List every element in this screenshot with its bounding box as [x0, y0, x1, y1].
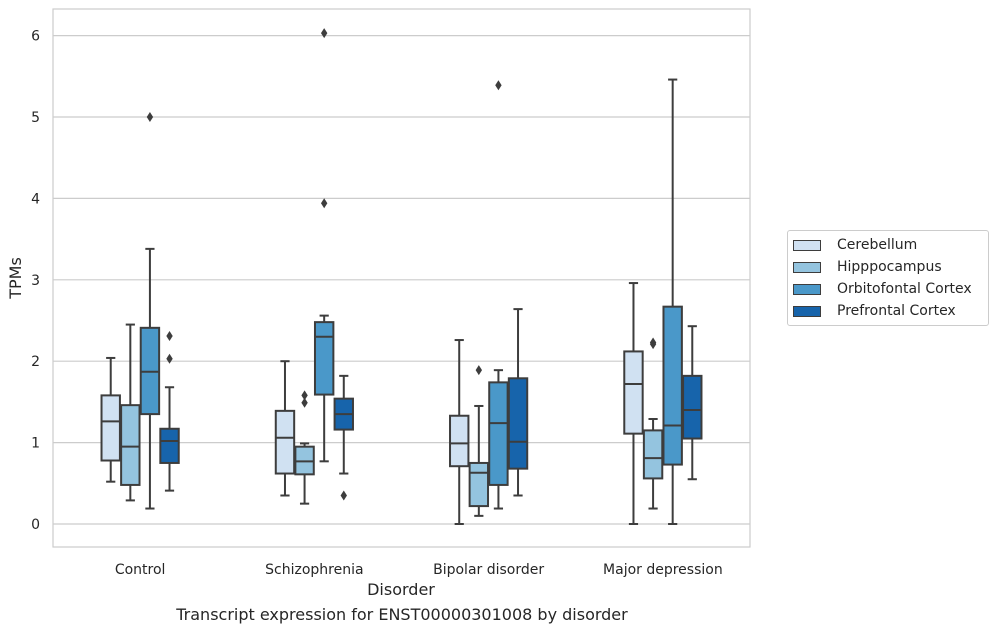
outlier-s3-c1-0 — [340, 490, 347, 501]
y-tick-labels: 0 1 2 3 4 5 6 — [31, 29, 40, 533]
legend-label-hippocampus: Hipppocampus — [837, 259, 942, 275]
box-body-s1-c3 — [642, 429, 664, 480]
box-series — [100, 28, 703, 525]
box-body-s2-c2 — [488, 381, 509, 486]
box-body-s1-c2 — [468, 461, 490, 508]
legend-item-cerebellum: Cerebellum — [793, 235, 917, 255]
box-body-s2-c1 — [313, 321, 335, 396]
legend: Cerebellum Hipppocampus Orbitofontal Cor… — [787, 230, 989, 326]
x-tick-labels: Control Schizophrenia Bipolar disorder Majo… — [115, 562, 723, 578]
legend-label-cerebellum: Cerebellum — [837, 237, 918, 253]
box-s2-c1 — [313, 28, 335, 463]
outlier-s1-c3-1 — [649, 337, 657, 348]
box-s3-c3 — [682, 325, 703, 481]
legend-label-orbitofrontal: Orbitofontal Cortex — [837, 281, 972, 297]
box-s3-c0 — [159, 330, 180, 492]
box-body-s2-c3 — [662, 305, 683, 466]
box-s2-c0 — [139, 112, 161, 510]
outlier-s3-c0-0 — [166, 330, 173, 341]
box-body-s0-c1 — [274, 409, 296, 475]
x-axis-label: Disorder — [367, 580, 435, 599]
y-tick-label-0: 0 — [31, 517, 40, 533]
box-s0-c0 — [100, 356, 121, 483]
legend-swatch-cerebellum — [793, 239, 821, 251]
y-tick-label-2: 2 — [31, 354, 40, 370]
box-body-s3-c3 — [682, 374, 703, 440]
legend-item-hippocampus: Hipppocampus — [793, 257, 942, 277]
x-tick-label-1: Schizophrenia — [265, 562, 363, 578]
outlier-s1-c1-0 — [301, 390, 308, 401]
box-s0-c1 — [274, 360, 296, 497]
y-tick-label-1: 1 — [31, 436, 40, 452]
legend-swatch-hippocampus — [793, 261, 821, 273]
box-body-s3-c2 — [507, 377, 529, 470]
x-tick-label-2: Bipolar disorder — [433, 562, 544, 578]
box-s2-c3 — [662, 78, 683, 525]
box-body-s3-c0 — [159, 427, 180, 464]
outlier-s1-c1-1 — [301, 397, 308, 408]
outlier-s1-c2-0 — [475, 365, 483, 376]
box-s3-c2 — [507, 308, 529, 497]
legend-label-prefrontal: Prefrontal Cortex — [837, 303, 956, 319]
box-s1-c0 — [120, 323, 141, 502]
box-s2-c2 — [488, 80, 509, 510]
legend-item-prefrontal: Prefrontal Cortex — [793, 301, 956, 321]
legend-swatch-prefrontal — [793, 305, 821, 317]
box-s1-c1 — [294, 390, 315, 505]
y-tick-label-6: 6 — [31, 29, 40, 45]
outlier-s2-c1-1 — [320, 198, 328, 209]
box-body-s0-c3 — [623, 350, 644, 435]
figure-caption: Transcript expression for ENST0000030100… — [176, 605, 628, 624]
box-body-s1-c0 — [120, 404, 141, 486]
x-tick-label-3: Major depression — [603, 562, 723, 578]
box-s0-c2 — [449, 339, 470, 525]
x-tick-label-0: Control — [115, 562, 166, 578]
box-s1-c3 — [642, 337, 664, 510]
outlier-s2-c1-0 — [320, 28, 328, 39]
box-s1-c2 — [468, 365, 490, 517]
box-body-s0-c2 — [449, 414, 470, 468]
box-s0-c3 — [623, 282, 644, 525]
outlier-s3-c0-1 — [166, 353, 173, 364]
y-axis-label: TPMs — [6, 257, 25, 300]
outlier-s2-c0-0 — [146, 112, 154, 122]
legend-item-orbitofrontal: Orbitofontal Cortex — [793, 279, 972, 299]
y-tick-label-4: 4 — [31, 191, 40, 207]
box-s3-c1 — [333, 374, 354, 501]
outlier-s2-c2-0 — [495, 80, 502, 91]
box-body-s0-c0 — [100, 394, 121, 462]
y-tick-label-3: 3 — [31, 273, 40, 289]
legend-swatch-orbitofrontal — [793, 283, 821, 295]
y-tick-label-5: 5 — [31, 110, 40, 126]
